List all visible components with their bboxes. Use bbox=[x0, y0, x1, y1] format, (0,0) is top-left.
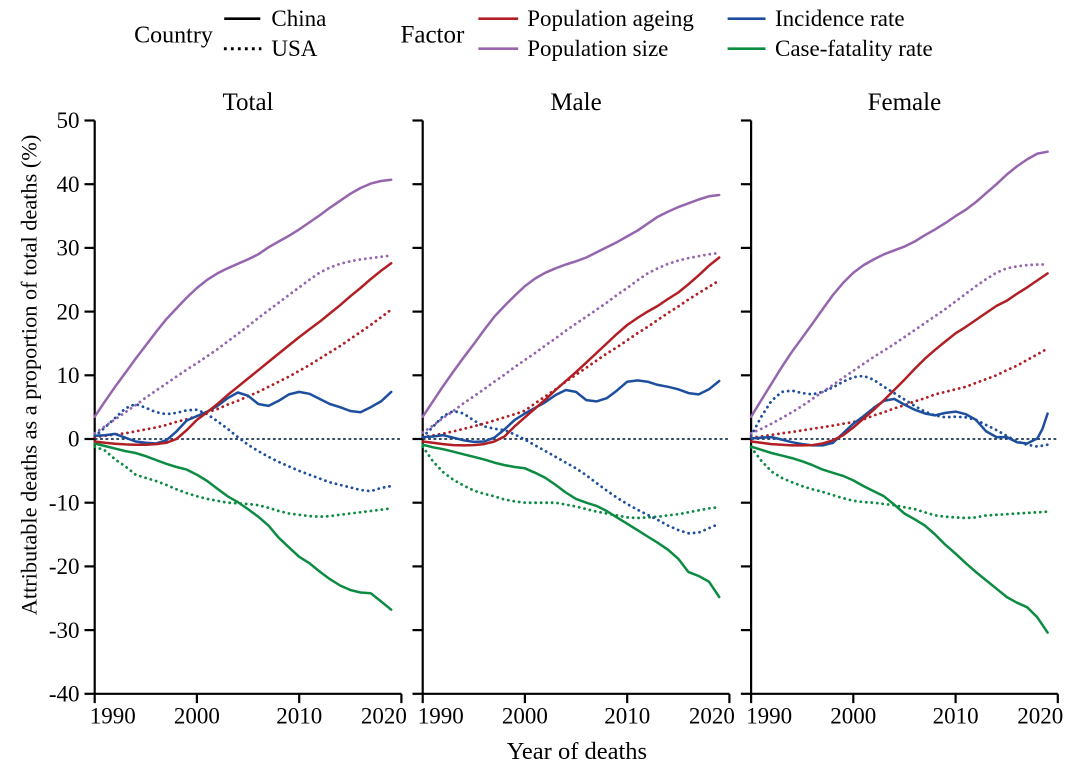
svg-text:Attributable deaths as a propo: Attributable deaths as a proportion of t… bbox=[16, 135, 41, 615]
svg-text:USA: USA bbox=[271, 36, 317, 61]
svg-text:10: 10 bbox=[57, 363, 80, 388]
svg-text:-40: -40 bbox=[49, 682, 80, 707]
svg-text:0: 0 bbox=[68, 427, 80, 452]
svg-text:1990: 1990 bbox=[90, 704, 136, 729]
svg-text:Population ageing: Population ageing bbox=[527, 6, 694, 31]
svg-text:1990: 1990 bbox=[418, 704, 464, 729]
svg-text:2010: 2010 bbox=[276, 704, 322, 729]
svg-text:2000: 2000 bbox=[174, 704, 220, 729]
svg-text:Case-fatality rate: Case-fatality rate bbox=[775, 36, 933, 61]
svg-text:Country: Country bbox=[134, 23, 213, 49]
svg-text:20: 20 bbox=[57, 299, 80, 324]
svg-text:50: 50 bbox=[57, 108, 80, 133]
svg-text:Male: Male bbox=[550, 89, 601, 116]
svg-text:2010: 2010 bbox=[604, 704, 650, 729]
svg-text:2010: 2010 bbox=[933, 704, 979, 729]
svg-text:1990: 1990 bbox=[746, 704, 792, 729]
svg-text:Total: Total bbox=[222, 89, 273, 116]
svg-text:2000: 2000 bbox=[830, 704, 876, 729]
svg-text:2020: 2020 bbox=[1017, 704, 1063, 729]
svg-text:Factor: Factor bbox=[400, 22, 465, 49]
svg-text:2020: 2020 bbox=[361, 704, 407, 729]
svg-text:Year of deaths: Year of deaths bbox=[507, 738, 647, 765]
svg-text:2000: 2000 bbox=[502, 704, 548, 729]
svg-text:Population size: Population size bbox=[527, 36, 668, 61]
svg-text:-20: -20 bbox=[49, 554, 80, 579]
svg-text:-30: -30 bbox=[49, 618, 80, 643]
svg-text:30: 30 bbox=[57, 236, 80, 261]
svg-text:-10: -10 bbox=[49, 490, 80, 515]
svg-text:Incidence rate: Incidence rate bbox=[775, 6, 905, 31]
svg-text:40: 40 bbox=[57, 172, 80, 197]
svg-text:Female: Female bbox=[868, 89, 942, 116]
svg-text:2020: 2020 bbox=[689, 704, 735, 729]
svg-text:China: China bbox=[271, 6, 326, 31]
